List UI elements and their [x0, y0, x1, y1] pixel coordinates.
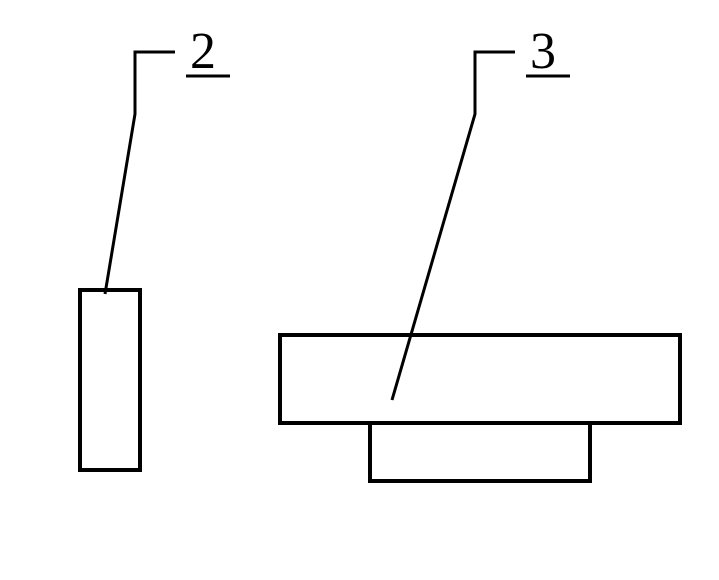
label-2: 2 — [190, 23, 216, 80]
leader-2 — [105, 52, 175, 294]
part-2-rect — [80, 290, 140, 470]
part-3-top-rect — [280, 335, 680, 423]
part-3-bottom-rect — [370, 423, 590, 481]
label-3: 3 — [530, 23, 556, 80]
leader-3 — [392, 52, 515, 400]
diagram-canvas: 2 3 — [0, 0, 719, 580]
